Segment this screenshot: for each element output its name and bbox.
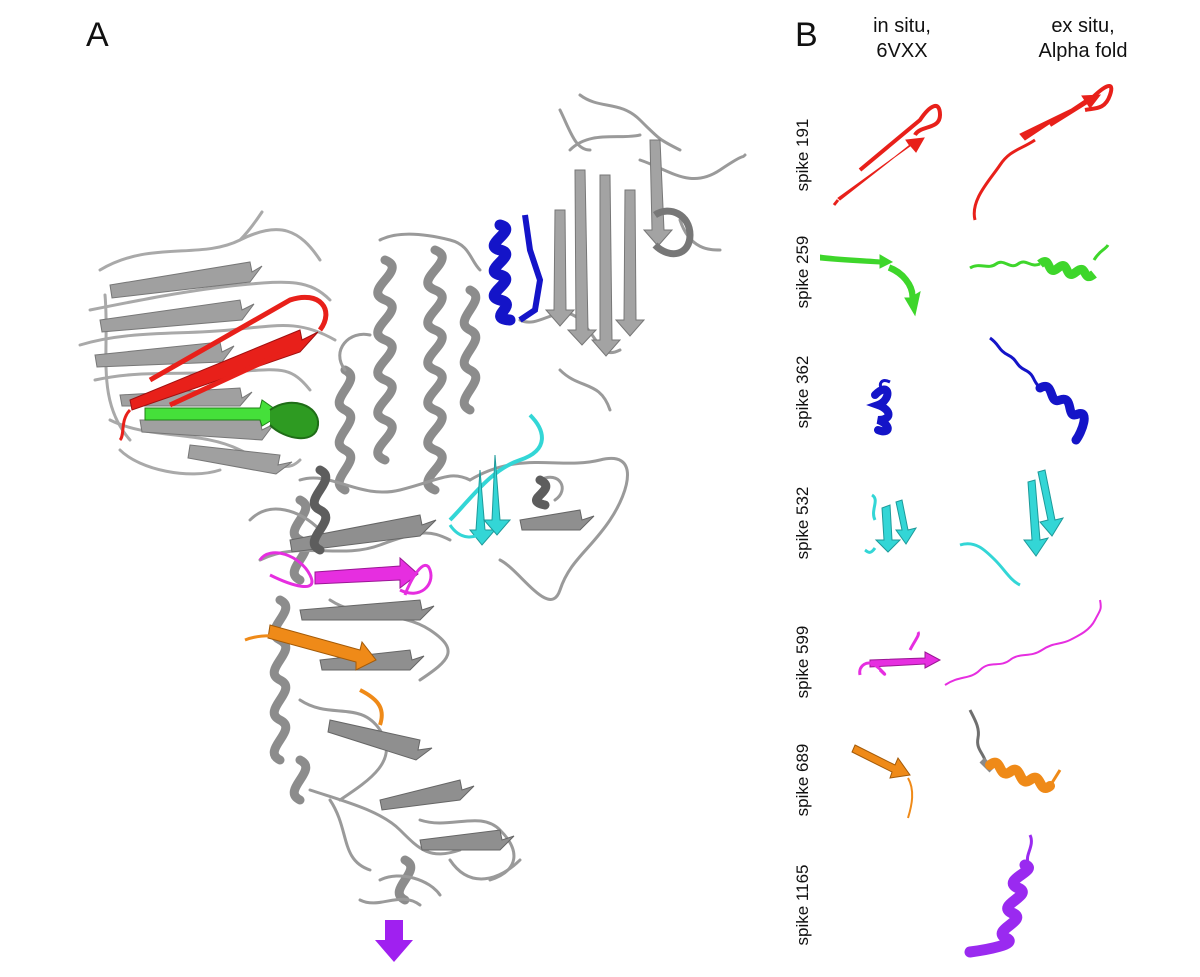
upper-right-domain — [518, 93, 747, 412]
spike-1165-ex-situ — [964, 834, 1034, 958]
spike-689-ex-situ — [968, 709, 1062, 793]
panel-b-label: B — [795, 16, 818, 54]
spike-532-in-situ — [864, 493, 918, 554]
highlight-spike-599 — [258, 551, 433, 596]
row-label-spike-191: spike 191 — [793, 118, 812, 192]
panel-b-thumbnails — [820, 84, 1114, 958]
row-label-spike-259: spike 259 — [793, 235, 812, 309]
spike-362-ex-situ — [989, 336, 1089, 445]
ex-situ-header-line1: ex situ, — [1051, 15, 1115, 37]
spike-191-in-situ — [832, 104, 943, 206]
in-situ-column-header: in situ, 6VXX — [827, 14, 977, 64]
highlight-spike-532 — [448, 413, 544, 546]
row-label-spike-689: spike 689 — [793, 743, 812, 817]
panel-a-structure — [78, 93, 747, 962]
ex-situ-column-header: ex situ, Alpha fold — [1008, 14, 1158, 64]
highlight-spike-689 — [244, 624, 384, 726]
in-situ-header-line2: 6VXX — [876, 40, 928, 62]
spike-599-ex-situ — [944, 599, 1102, 686]
row-label-spike-362: spike 362 — [793, 355, 812, 429]
spike-259-in-situ — [820, 254, 921, 317]
spike-532-ex-situ — [959, 469, 1065, 587]
ex-situ-header-line2: Alpha fold — [1038, 40, 1128, 62]
membrane-direction-arrow — [375, 920, 413, 962]
spike-599-in-situ — [858, 631, 942, 676]
spike-259-ex-situ — [969, 244, 1110, 281]
central-sheets — [289, 509, 595, 851]
backbone-sheets — [94, 261, 293, 475]
highlight-spike-191 — [118, 294, 329, 442]
highlight-spike-362 — [488, 214, 544, 326]
row-label-spike-1165: spike 1165 — [793, 864, 812, 946]
highlight-spike-259 — [144, 399, 320, 440]
row-label-spike-532: spike 532 — [793, 486, 812, 560]
row-label-spike-599: spike 599 — [793, 625, 812, 699]
spike-191-ex-situ — [972, 84, 1114, 221]
in-situ-header-line1: in situ, — [873, 15, 931, 37]
panel-a-label: A — [86, 16, 109, 54]
spike-689-in-situ — [851, 744, 914, 819]
spike-362-in-situ — [866, 379, 893, 436]
dark-helices — [309, 465, 551, 555]
